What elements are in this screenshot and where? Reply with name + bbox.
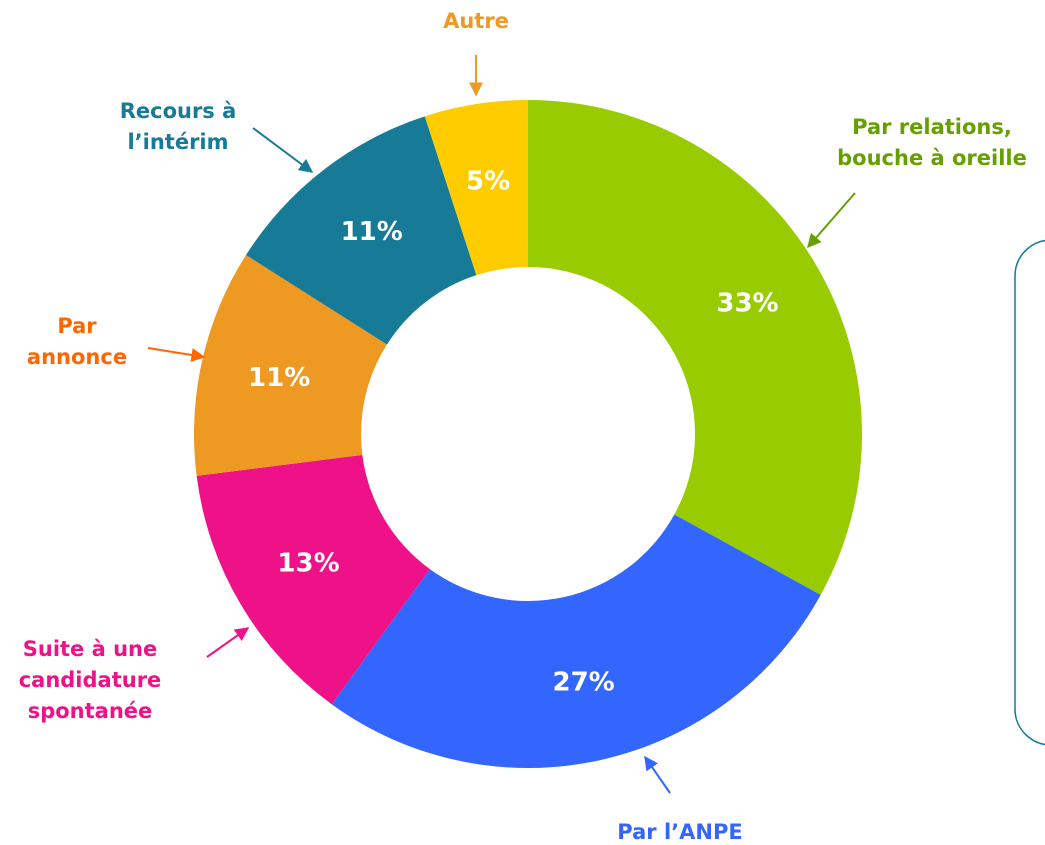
donut-slice: [331, 514, 821, 768]
category-label: Suite à une candidature spontanée: [19, 637, 162, 723]
donut-slice: [245, 116, 477, 345]
label-arrow: [644, 755, 671, 794]
category-label-line: Par relations,: [852, 115, 1012, 139]
label-arrow: [147, 347, 206, 362]
category-label: Autre: [443, 9, 509, 33]
category-label-line: spontanée: [28, 699, 153, 723]
category-label-line: Autre: [443, 9, 509, 33]
label-arrow: [252, 127, 314, 173]
value-label: 5%: [466, 167, 510, 197]
label-arrow: [807, 192, 856, 249]
label-arrow: [206, 627, 250, 658]
donut-slice: [196, 454, 430, 705]
category-label: Par relations, bouche à oreille: [837, 115, 1027, 170]
value-label: 13%: [277, 548, 339, 578]
side-box: [1014, 239, 1045, 746]
category-label-line: Recours à: [120, 99, 237, 123]
category-label-line: annonce: [27, 345, 127, 369]
category-label-line: l’intérim: [127, 130, 228, 154]
value-label: 11%: [341, 217, 403, 247]
category-label: Par annonce: [27, 314, 127, 369]
donut-slice: [194, 255, 387, 476]
category-label-line: Par l’ANPE: [617, 820, 742, 844]
category-label: Par l’ANPE: [617, 820, 742, 844]
donut-slice: [528, 100, 862, 595]
category-label-line: Suite à une: [23, 637, 158, 661]
category-label: Recours à l’intérim: [120, 99, 237, 154]
value-label: 11%: [248, 363, 310, 393]
donut-slice: [424, 100, 528, 276]
value-label: 33%: [716, 289, 778, 319]
value-label: 27%: [553, 667, 615, 697]
category-label-line: candidature: [19, 668, 162, 692]
category-label-line: bouche à oreille: [837, 146, 1027, 170]
category-label-line: Par: [57, 314, 97, 338]
